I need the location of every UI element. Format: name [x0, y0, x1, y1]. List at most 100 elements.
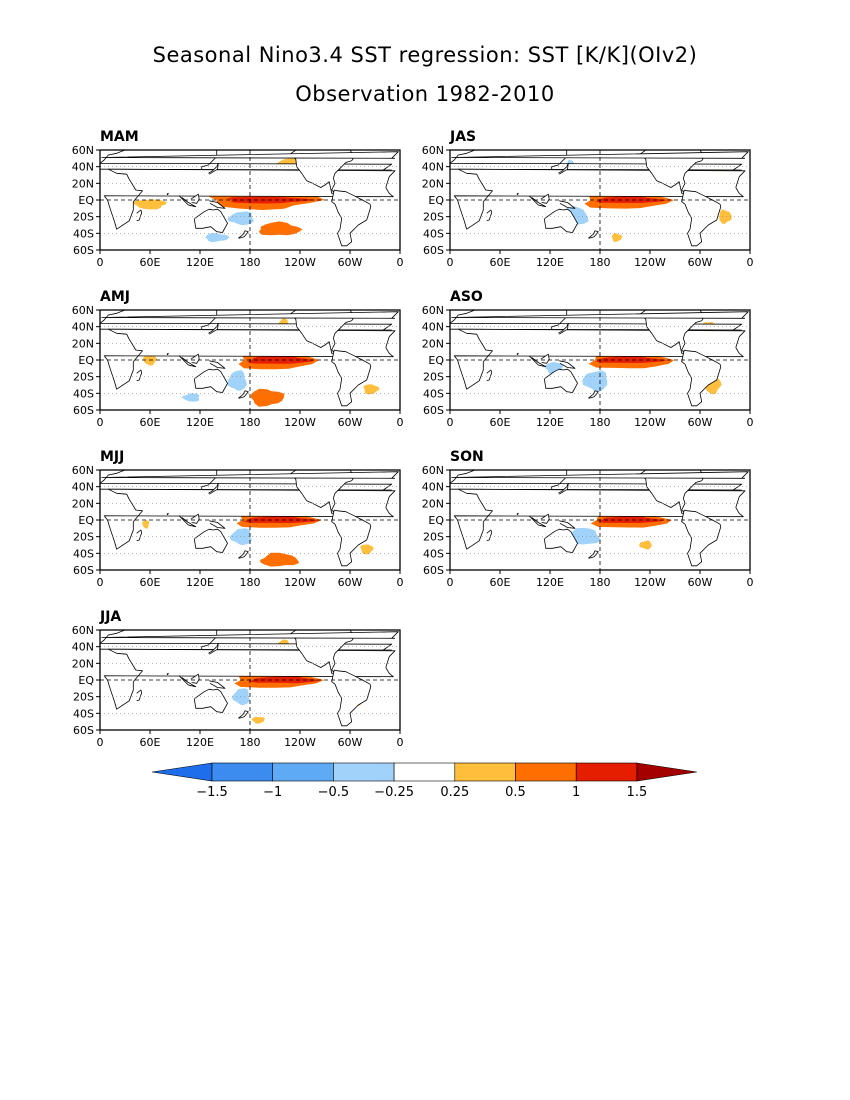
coastline — [331, 669, 372, 727]
y-tick-label: EQ — [428, 194, 444, 207]
x-tick-label: 120W — [284, 736, 316, 749]
x-tick-label: 60W — [338, 256, 363, 269]
x-tick-label: 60W — [688, 256, 713, 269]
panel-label: MAM — [100, 129, 139, 145]
y-tick-label: 40N — [422, 481, 444, 494]
y-tick-label: 40S — [423, 387, 444, 400]
y-tick-label: 40S — [73, 707, 94, 720]
y-tick-label: EQ — [78, 674, 94, 687]
anomaly-patch — [181, 393, 200, 402]
anomaly-patch — [582, 370, 608, 392]
anomaly-patch — [639, 540, 652, 550]
coastline — [101, 311, 399, 319]
colorbar-box — [333, 762, 395, 782]
y-tick-label: 60N — [422, 464, 444, 477]
coastline — [101, 151, 399, 159]
coastline — [238, 550, 249, 559]
coastline — [136, 689, 143, 702]
x-tick-label: 0 — [447, 576, 454, 589]
y-tick-label: 20S — [423, 531, 444, 544]
coastline — [208, 162, 219, 175]
panel-label: ASO — [450, 289, 483, 305]
x-tick-label: 60E — [490, 256, 511, 269]
x-tick-label: 180 — [240, 416, 261, 429]
coastline — [166, 352, 169, 356]
coastline — [486, 209, 493, 222]
x-tick-label: 0 — [97, 736, 104, 749]
x-tick-label: 60E — [140, 256, 161, 269]
coastline — [101, 631, 399, 639]
coastline — [588, 390, 599, 399]
sst-field — [100, 310, 399, 407]
colorbar-label: 0.5 — [505, 785, 526, 800]
y-tick-label: 60N — [72, 304, 94, 317]
y-tick-label: 40N — [72, 481, 94, 494]
colorbar: −1.5 −1 −0.5 −0.25 0.25 0.5 1 1.5 — [151, 762, 697, 800]
anomaly-patch — [250, 388, 285, 407]
anomaly-patch — [247, 355, 315, 364]
y-tick-label: 20N — [422, 177, 444, 190]
colorbar-extend-low — [151, 762, 213, 782]
figure-subtitle: Observation 1982-2010 — [295, 82, 555, 106]
x-tick-label: 60E — [490, 416, 511, 429]
coastline — [543, 368, 578, 393]
y-tick-label: 20S — [423, 211, 444, 224]
x-tick-label: 120W — [634, 256, 666, 269]
colorbar-label: 1 — [572, 785, 580, 800]
colorbar-label: 0.25 — [440, 785, 469, 800]
coastline — [681, 349, 722, 407]
y-tick-label: 40N — [72, 161, 94, 174]
colorbar-box — [575, 762, 638, 782]
anomaly-patch — [260, 552, 300, 567]
coastline — [193, 208, 228, 233]
y-tick-label: 40S — [423, 227, 444, 240]
coastline — [190, 513, 200, 524]
sst-field — [450, 310, 749, 407]
coastline — [209, 680, 226, 689]
coastline — [540, 193, 550, 204]
y-tick-label: 60S — [423, 244, 444, 257]
coastline — [193, 368, 228, 393]
coastline — [681, 509, 722, 567]
coastline — [543, 208, 578, 233]
coastline — [588, 230, 599, 239]
panel-label: JJA — [99, 609, 121, 625]
x-tick-label: 60W — [688, 576, 713, 589]
x-tick-label: 120E — [536, 256, 564, 269]
anomaly-patch — [595, 196, 668, 203]
coastline — [190, 353, 200, 364]
x-tick-label: 0 — [447, 256, 454, 269]
anomaly-patch — [227, 370, 247, 391]
coastline — [516, 192, 519, 196]
coastline — [559, 360, 576, 369]
x-tick-label: 0 — [747, 576, 754, 589]
y-tick-label: 40N — [422, 161, 444, 174]
coastline — [193, 688, 228, 713]
x-tick-label: 120E — [536, 576, 564, 589]
coastline — [543, 528, 578, 553]
coastline — [528, 515, 547, 528]
x-tick-label: 120W — [284, 576, 316, 589]
anomaly-patch — [611, 233, 622, 243]
coastline — [136, 209, 143, 222]
x-tick-label: 120E — [186, 256, 214, 269]
coastline — [208, 322, 219, 335]
y-tick-label: 40S — [73, 227, 94, 240]
sst-field — [100, 470, 399, 567]
x-tick-label: 180 — [240, 736, 261, 749]
anomaly-patch — [205, 233, 229, 243]
coastline — [588, 550, 599, 559]
y-tick-label: 20S — [73, 211, 94, 224]
y-tick-label: EQ — [78, 514, 94, 527]
coastline — [681, 189, 722, 247]
x-tick-label: 60E — [140, 736, 161, 749]
colorbar-extend-high — [636, 762, 697, 782]
y-tick-label: 20N — [72, 657, 94, 670]
y-tick-label: 20N — [422, 497, 444, 510]
panel-label: SON — [450, 449, 484, 465]
coastline — [559, 520, 576, 529]
